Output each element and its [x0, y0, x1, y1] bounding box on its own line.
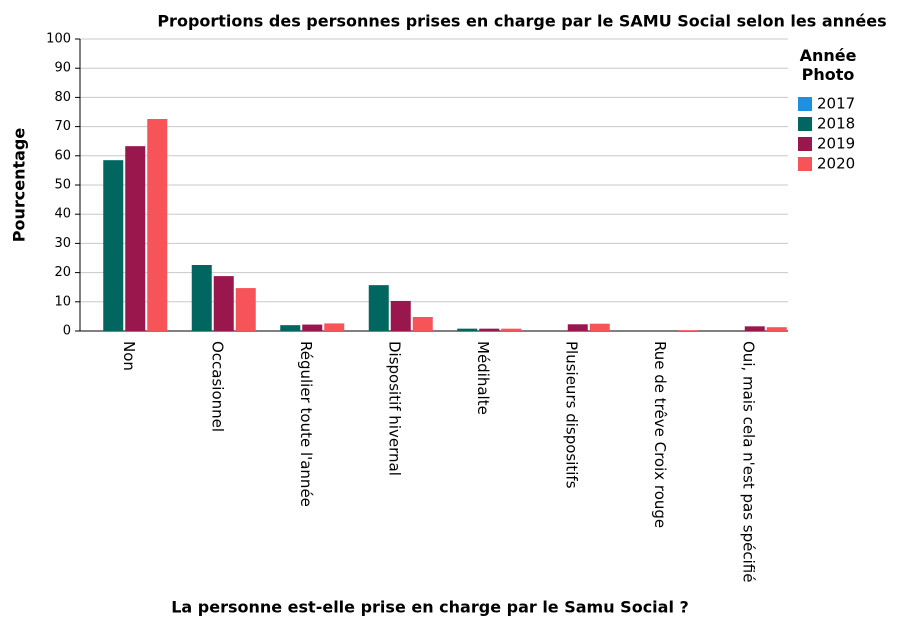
bar: [213, 276, 234, 331]
bar: [368, 285, 389, 331]
bar: [103, 160, 124, 331]
x-tick-label: Régulier toute l'année: [297, 341, 315, 507]
x-tick-label: Non: [120, 341, 138, 371]
legend-label: 2020: [817, 155, 855, 173]
bar: [191, 265, 212, 331]
y-tick-label: 10: [54, 294, 71, 309]
bar: [235, 288, 256, 331]
bar: [412, 316, 433, 331]
y-tick-label: 50: [54, 178, 71, 193]
bar: [457, 328, 478, 331]
chart-title: Proportions des personnes prises en char…: [157, 12, 886, 31]
bar: [678, 330, 699, 331]
x-tick-label: Plusieurs dispositifs: [562, 341, 580, 489]
legend-swatch: [798, 97, 812, 111]
y-tick-label: 100: [46, 32, 71, 47]
bar: [125, 146, 146, 331]
bar: [324, 323, 345, 331]
x-tick-label: Médihalte: [474, 341, 492, 415]
x-tick-label: Occasionnel: [208, 341, 226, 432]
y-tick-label: 60: [54, 148, 71, 163]
x-tick-label: Oui, mais cela n'est pas spécifié: [739, 341, 757, 582]
legend-title: Année Photo: [799, 46, 857, 84]
bar: [589, 323, 610, 331]
bar: [501, 328, 522, 331]
y-tick-label: 70: [54, 119, 71, 134]
y-tick-label: 40: [54, 207, 71, 222]
bar: [280, 325, 301, 331]
x-tick-label: Rue de trêve Croix rouge: [651, 341, 669, 528]
bar: [390, 300, 411, 331]
legend-label: 2018: [817, 115, 855, 133]
y-tick-label: 30: [54, 236, 71, 251]
legend-label: 2019: [817, 135, 855, 153]
y-tick-label: 80: [54, 90, 71, 105]
y-axis-label: Pourcentage: [10, 128, 29, 243]
x-axis-label: La personne est-elle prise en charge par…: [171, 598, 689, 617]
bar: [766, 327, 787, 331]
bar: [302, 324, 323, 331]
bar: [744, 326, 765, 331]
y-tick-label: 0: [63, 324, 71, 339]
legend-swatch: [798, 117, 812, 131]
bar: [479, 328, 500, 331]
legend-swatch: [798, 157, 812, 171]
bar: [147, 119, 168, 332]
legend-label: 2017: [817, 95, 855, 113]
x-tick-label: Dispositif hivernal: [385, 341, 403, 476]
y-tick-label: 20: [54, 265, 71, 280]
bar: [567, 324, 588, 331]
y-tick-label: 90: [54, 61, 71, 76]
legend-swatch: [798, 137, 812, 151]
